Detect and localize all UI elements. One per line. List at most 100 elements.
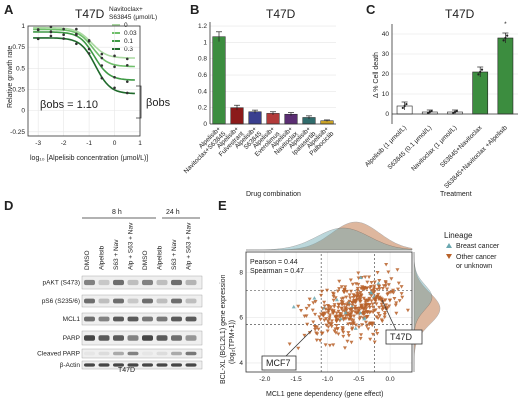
panel-c-bars: [396, 32, 514, 115]
panel-e-letter: E: [218, 198, 227, 213]
panel-c-replicate-point: [455, 109, 458, 113]
panel-e-point-other: [377, 314, 382, 318]
panel-b-ytick-label: 0.8: [198, 56, 207, 63]
panel-c-replicate-point: [453, 110, 457, 114]
panel-e-ytick-label: 6: [239, 315, 243, 322]
panel-c-bar: [472, 71, 489, 115]
panel-c-xtick-label: S63845+Navitoclax: [439, 124, 484, 169]
panel-e-point-other: [325, 329, 330, 333]
panel-c-replicate-point: [506, 34, 509, 37]
panel-b-bar: [248, 111, 262, 125]
panel-e-point-other: [339, 312, 344, 317]
panel-d-band: [113, 335, 124, 341]
panel-e-xtick-label: -1.0: [322, 376, 334, 383]
panel-e-point-other: [377, 287, 382, 291]
panel-c-replicate-point: [477, 73, 480, 76]
panel-d-band: [156, 335, 168, 341]
panel-d-band: [142, 363, 153, 367]
panel-e-point-other: [326, 311, 331, 315]
panel-e-point-other: [333, 331, 338, 335]
panel-e-pearson: Pearson = 0.44: [250, 259, 298, 266]
panel-e-point-other: [365, 302, 370, 307]
panel-e-point-other: [333, 296, 338, 300]
panel-c-replicate-point: [403, 104, 406, 108]
panel-b-title: T47D: [266, 7, 296, 21]
panel-d-band: [185, 363, 197, 367]
panel-e-point-other: [335, 327, 340, 331]
panel-e-point-other: [347, 299, 352, 304]
panel-e-point-other: [399, 285, 404, 289]
panel-d-row-label: Cleaved PARP: [37, 351, 80, 358]
panel-e-point-other: [383, 303, 388, 307]
panel-d-lane-label: DMSO: [84, 251, 91, 271]
panel-e-point-other: [304, 306, 309, 311]
panel-d-lane-label: S63 + Nav: [113, 239, 120, 270]
panel-d-band: [142, 351, 153, 356]
panel-e-legend: Lineage Breast cancer Other cancer or un…: [444, 231, 500, 270]
panel-e-point-other: [327, 317, 332, 322]
panel-e-point-other: [394, 311, 399, 316]
panel-d-band: [98, 298, 110, 304]
panel-e-point-other: [321, 311, 326, 316]
panel-a-legend-entry: 0.03: [124, 30, 137, 37]
panel-e-callouts: MCF7 T47D: [261, 299, 423, 371]
panel-e-point-other: [344, 295, 349, 300]
panel-e-point-other: [341, 334, 346, 339]
panel-c-replicate-point: [452, 111, 455, 115]
panel-e-point-other: [353, 323, 358, 328]
panel-e-point-other: [383, 280, 388, 284]
panel-d-band: [84, 316, 95, 322]
panel-e-point-breast: [353, 326, 358, 330]
panel-e-point-other: [340, 326, 345, 330]
panel-a-point: [100, 76, 104, 80]
panel-e-point-other: [372, 284, 377, 288]
panel-b-ytick-label: 0.2: [198, 105, 207, 112]
panel-e-point-other: [326, 325, 331, 329]
panel-e-point-other: [371, 332, 376, 337]
panel-e-point-other: [313, 299, 318, 304]
panel-e-point-other: [361, 313, 366, 317]
panel-c-bar: [497, 37, 514, 115]
panel-e-point-breast: [343, 310, 348, 315]
panel-e-point-other: [307, 331, 312, 335]
panel-d-band: [142, 298, 153, 304]
panel-e-point-other: [318, 317, 323, 322]
panel-e-point-other: [319, 293, 324, 298]
panel-e-point-other: [313, 325, 318, 329]
panel-e-point-other: [374, 328, 379, 333]
panel-c-replicate-point: [480, 68, 484, 71]
panel-d-band: [156, 316, 168, 322]
panel-e-point-other: [355, 297, 360, 302]
panel-c-replicate-point: [504, 36, 507, 40]
panel-e-point-other: [354, 282, 359, 286]
panel-b-bar: [212, 36, 226, 125]
panel-e-point-other: [307, 304, 312, 308]
panel-e-point-other: [314, 331, 319, 336]
panel-e-point-other: [381, 284, 386, 288]
panel-e-callout-t47d-box: [385, 329, 423, 345]
panel-e-point-other: [389, 277, 394, 281]
panel-a-xtick-label: -2: [61, 140, 67, 147]
panel-e-point-other: [336, 305, 341, 310]
panel-d-band: [156, 363, 168, 367]
panel-e-point-other: [367, 275, 372, 279]
panel-e-point-other: [371, 310, 376, 315]
panel-a-ytick-label: 0.25: [12, 86, 25, 93]
panel-d-row-label: MCL1: [63, 316, 81, 323]
panel-a-legend: 00.030.10.3: [112, 22, 137, 53]
panel-e-point-other: [326, 319, 331, 323]
panel-a-point: [87, 47, 91, 51]
panel-c-replicate-point: [405, 102, 408, 106]
panel-e-point-other: [331, 298, 336, 303]
panel-e-point-other: [348, 296, 353, 300]
panel-b-bars: [212, 31, 334, 125]
panel-e-point-other: [352, 314, 357, 319]
panel-e-point-other: [348, 315, 353, 319]
panel-e-point-other: [335, 314, 340, 319]
panel-e-legend-other-marker: [446, 254, 452, 259]
panel-e-point-other: [337, 279, 342, 284]
panel-a-point: [100, 56, 104, 60]
panel-e-point-other: [375, 331, 380, 336]
panel-d-time-8h: 8 h: [112, 209, 122, 216]
